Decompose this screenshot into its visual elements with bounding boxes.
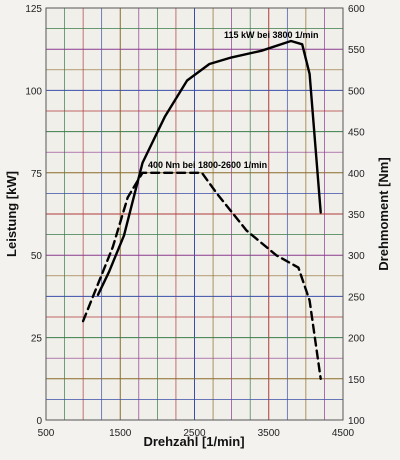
x-tick-label: 1500 bbox=[109, 428, 132, 439]
y-right-tick-label: 350 bbox=[348, 210, 365, 221]
y-right-tick-label: 300 bbox=[348, 251, 365, 262]
series-lines bbox=[81, 39, 322, 380]
x-tick-label: 500 bbox=[38, 428, 55, 439]
y-right-tick-label: 450 bbox=[348, 128, 365, 139]
series-line-torque bbox=[81, 171, 322, 380]
y-left-tick-label: 125 bbox=[25, 4, 42, 15]
x-tick-label: 3500 bbox=[258, 428, 281, 439]
y-left-tick-label: 0 bbox=[36, 416, 42, 427]
y-left-tick-label: 50 bbox=[31, 251, 43, 262]
y-right-tick-label: 150 bbox=[348, 375, 365, 386]
y-right-tick-label: 250 bbox=[348, 292, 365, 303]
plot-frame bbox=[45, 7, 344, 421]
annotation-max-torque: 400 Nm bei 1800-2600 1/min bbox=[148, 160, 267, 170]
y-right-tick-label: 550 bbox=[348, 45, 365, 56]
y-axis-left-title: Leistung [kW] bbox=[4, 171, 19, 257]
y-left-tick-label: 100 bbox=[25, 86, 42, 97]
series-line-power bbox=[96, 39, 322, 296]
grid bbox=[45, 7, 344, 421]
tick-labels: 500 1500 2500 3500 4500 0 25 50 75 100 125 100 150 20… bbox=[25, 4, 365, 439]
y-axis-right-title: Drehmoment [Nm] bbox=[376, 157, 391, 270]
y-right-tick-label: 600 bbox=[348, 4, 365, 15]
y-right-tick-label: 500 bbox=[348, 86, 365, 97]
y-right-tick-label: 200 bbox=[348, 334, 365, 345]
x-tick-label: 2500 bbox=[183, 428, 206, 439]
annotation-max-power: 115 kW bei 3800 1/min bbox=[224, 30, 319, 40]
y-right-tick-label: 400 bbox=[348, 169, 365, 180]
x-axis-title: Drehzahl [1/min] bbox=[143, 434, 244, 449]
y-left-tick-label: 25 bbox=[31, 334, 43, 345]
y-right-tick-label: 100 bbox=[348, 416, 365, 427]
y-left-tick-label: 75 bbox=[31, 169, 43, 180]
x-tick-label: 4500 bbox=[332, 428, 355, 439]
